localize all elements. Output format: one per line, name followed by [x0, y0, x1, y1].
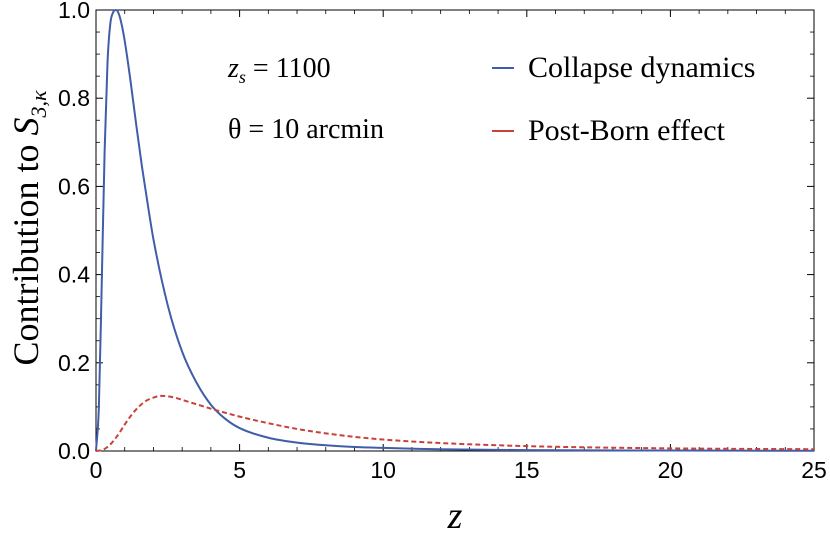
y-axis-label: Contribution to S3,κ	[6, 90, 51, 366]
x-axis-label: z	[447, 495, 463, 537]
tick-labels: 0 5 10 15 20 25 0.0 0.2 0.4 0.6 0.8 1.0	[58, 0, 827, 483]
legend-label-postborn: Post-Born effect	[528, 114, 726, 147]
x-tick-label: 10	[370, 457, 396, 483]
y-tick-label: 0.8	[58, 85, 90, 111]
y-tick-label: 0.6	[58, 173, 90, 199]
x-tick-label: 0	[90, 457, 103, 483]
series-layer	[95, 8, 815, 452]
series-post-born	[95, 394, 815, 452]
x-tick-label: 20	[658, 457, 684, 483]
y-tick-label: 0.2	[58, 350, 90, 376]
y-tick-label: 0.4	[58, 262, 90, 288]
legend: Collapse dynamics Post-Born effect	[492, 51, 755, 147]
zs-annotation: zs = 1100	[227, 53, 331, 87]
x-tick-label: 25	[801, 457, 827, 483]
legend-label-collapse: Collapse dynamics	[528, 51, 755, 84]
series-collapse-dynamics	[95, 8, 815, 452]
ticks	[95, 9, 815, 452]
y-tick-label: 0.0	[58, 438, 90, 464]
y-tick-label: 1.0	[58, 0, 90, 23]
theta-annotation: θ = 10 arcmin	[228, 114, 384, 145]
x-tick-label: 5	[233, 457, 246, 483]
x-tick-label: 15	[514, 457, 540, 483]
